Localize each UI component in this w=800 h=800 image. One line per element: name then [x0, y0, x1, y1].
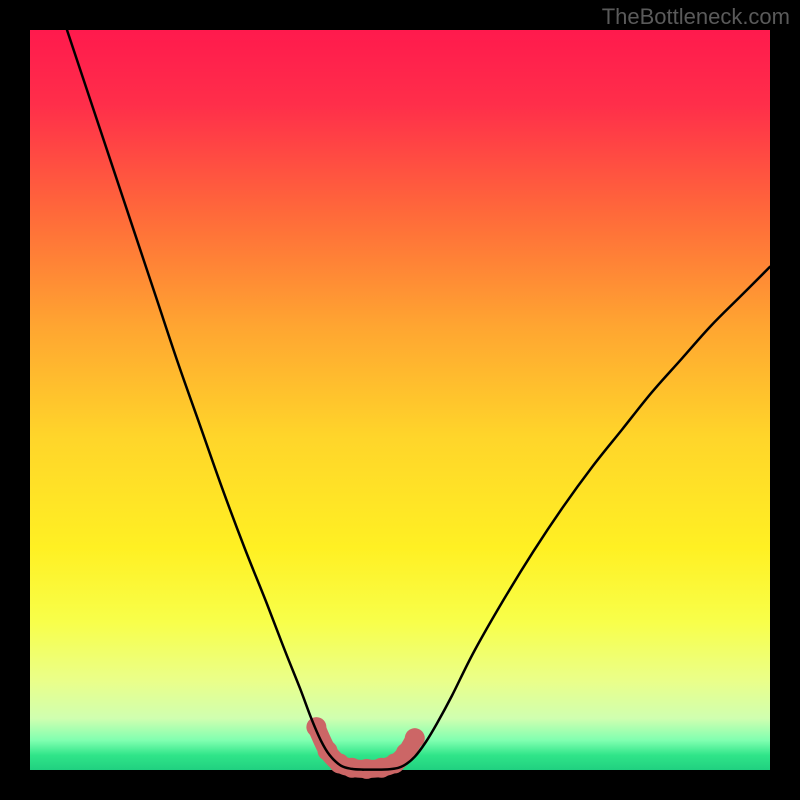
valley-marker [405, 728, 425, 748]
gradient-background [30, 30, 770, 770]
chart-container: TheBottleneck.com [0, 0, 800, 800]
valley-marker [306, 717, 326, 737]
watermark-text: TheBottleneck.com [602, 4, 790, 30]
bottleneck-curve-chart [0, 0, 800, 800]
